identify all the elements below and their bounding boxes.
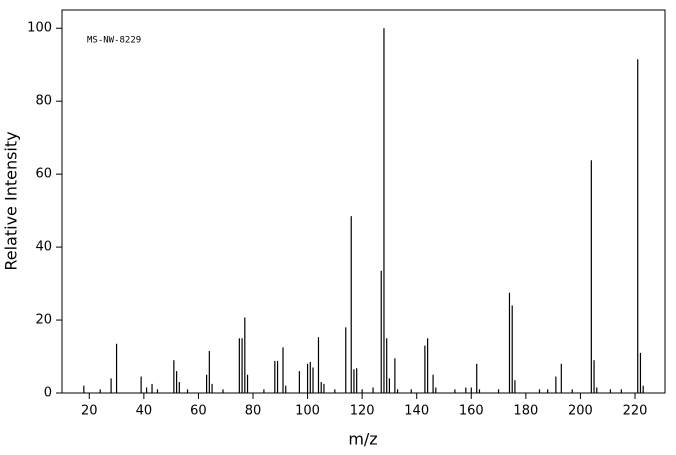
x-tick-label: 200 (568, 404, 593, 419)
x-tick-label: 20 (81, 404, 98, 419)
y-tick-label: 0 (44, 386, 52, 401)
y-tick-label: 80 (35, 94, 52, 109)
x-axis-label: m/z (348, 430, 377, 449)
x-tick-label: 180 (513, 404, 538, 419)
y-axis-label: Relative Intensity (2, 131, 21, 270)
x-tick-label: 60 (190, 404, 207, 419)
x-tick-label: 40 (136, 404, 153, 419)
x-tick-label: 80 (245, 404, 262, 419)
annotation: MS-NW-8229 (87, 36, 141, 46)
y-tick-label: 100 (27, 21, 52, 36)
x-tick-label: 160 (459, 404, 484, 419)
x-tick-label: 100 (295, 404, 320, 419)
y-tick-label: 20 (35, 313, 52, 328)
y-tick-label: 40 (35, 240, 52, 255)
x-tick-label: 120 (350, 404, 375, 419)
x-tick-label: 140 (404, 404, 429, 419)
x-tick-label: 220 (623, 404, 648, 419)
plot-frame (61, 9, 666, 394)
y-tick-label: 60 (35, 167, 52, 182)
